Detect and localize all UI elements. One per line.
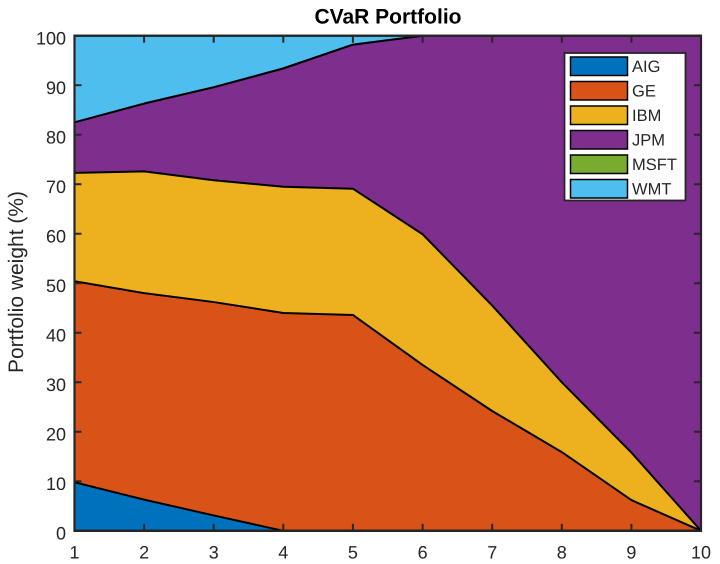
svg-text:9: 9 [626,543,636,563]
svg-text:100: 100 [36,29,66,49]
svg-text:JPM: JPM [632,132,665,150]
svg-text:40: 40 [46,326,66,346]
svg-text:90: 90 [46,78,66,98]
svg-text:4: 4 [278,543,288,563]
svg-text:70: 70 [46,177,66,197]
svg-text:2: 2 [139,543,149,563]
svg-text:IBM: IBM [632,107,661,125]
svg-text:8: 8 [557,543,567,563]
svg-text:80: 80 [46,128,66,148]
svg-text:MSFT: MSFT [632,156,677,174]
svg-text:7: 7 [487,543,497,563]
svg-text:Portfolio weight (%): Portfolio weight (%) [5,191,28,373]
svg-text:30: 30 [46,375,66,395]
svg-text:1: 1 [69,543,79,563]
svg-text:50: 50 [46,276,66,296]
svg-text:6: 6 [418,543,428,563]
svg-text:10: 10 [46,474,66,494]
svg-text:3: 3 [209,543,219,563]
svg-text:0: 0 [56,524,66,544]
svg-text:GE: GE [632,83,656,101]
svg-text:5: 5 [348,543,358,563]
svg-text:10: 10 [691,543,711,563]
svg-text:WMT: WMT [632,181,671,199]
svg-text:CVaR Portfolio: CVaR Portfolio [314,6,461,29]
svg-text:60: 60 [46,227,66,247]
svg-text:AIG: AIG [632,58,660,76]
svg-text:20: 20 [46,425,66,445]
